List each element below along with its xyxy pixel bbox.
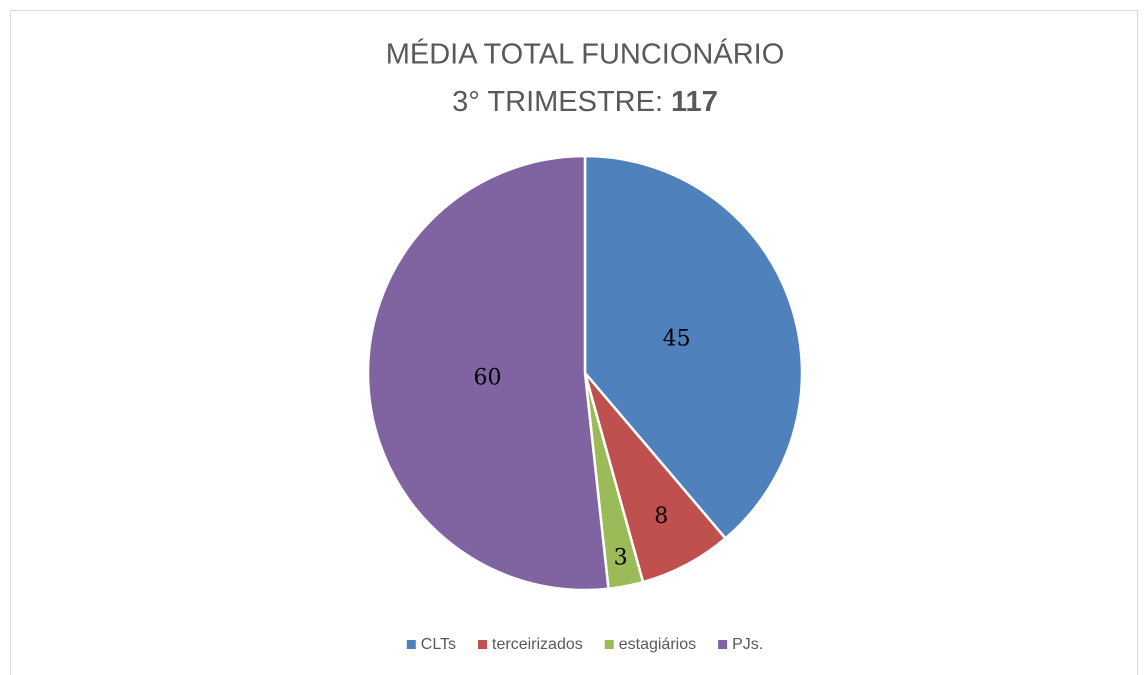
total: 117 — [671, 86, 718, 118]
legend-swatch — [604, 640, 614, 649]
data-label: 60 — [473, 365, 501, 390]
chart-title: MÉDIA TOTAL FUNCIONÁRIO — [386, 38, 785, 71]
data-label: 45 — [663, 326, 691, 351]
data-label: 3 — [614, 545, 628, 570]
legend-label: terceirizados — [492, 636, 583, 653]
legend-swatch — [406, 640, 416, 649]
legend-swatch — [478, 640, 488, 649]
legend-label: estagiários — [619, 636, 696, 653]
legend-label: CLTs — [421, 636, 456, 653]
pie-slice — [366, 154, 610, 592]
legend-label: PJs. — [732, 636, 763, 653]
data-label: 8 — [654, 504, 668, 529]
chart-subtitle: 3° TRIMESTRE: 117 — [452, 86, 718, 118]
legend-swatch — [718, 640, 728, 649]
subtitle: 3° TRIMESTRE: — [452, 86, 663, 118]
pie-slice — [583, 154, 804, 541]
